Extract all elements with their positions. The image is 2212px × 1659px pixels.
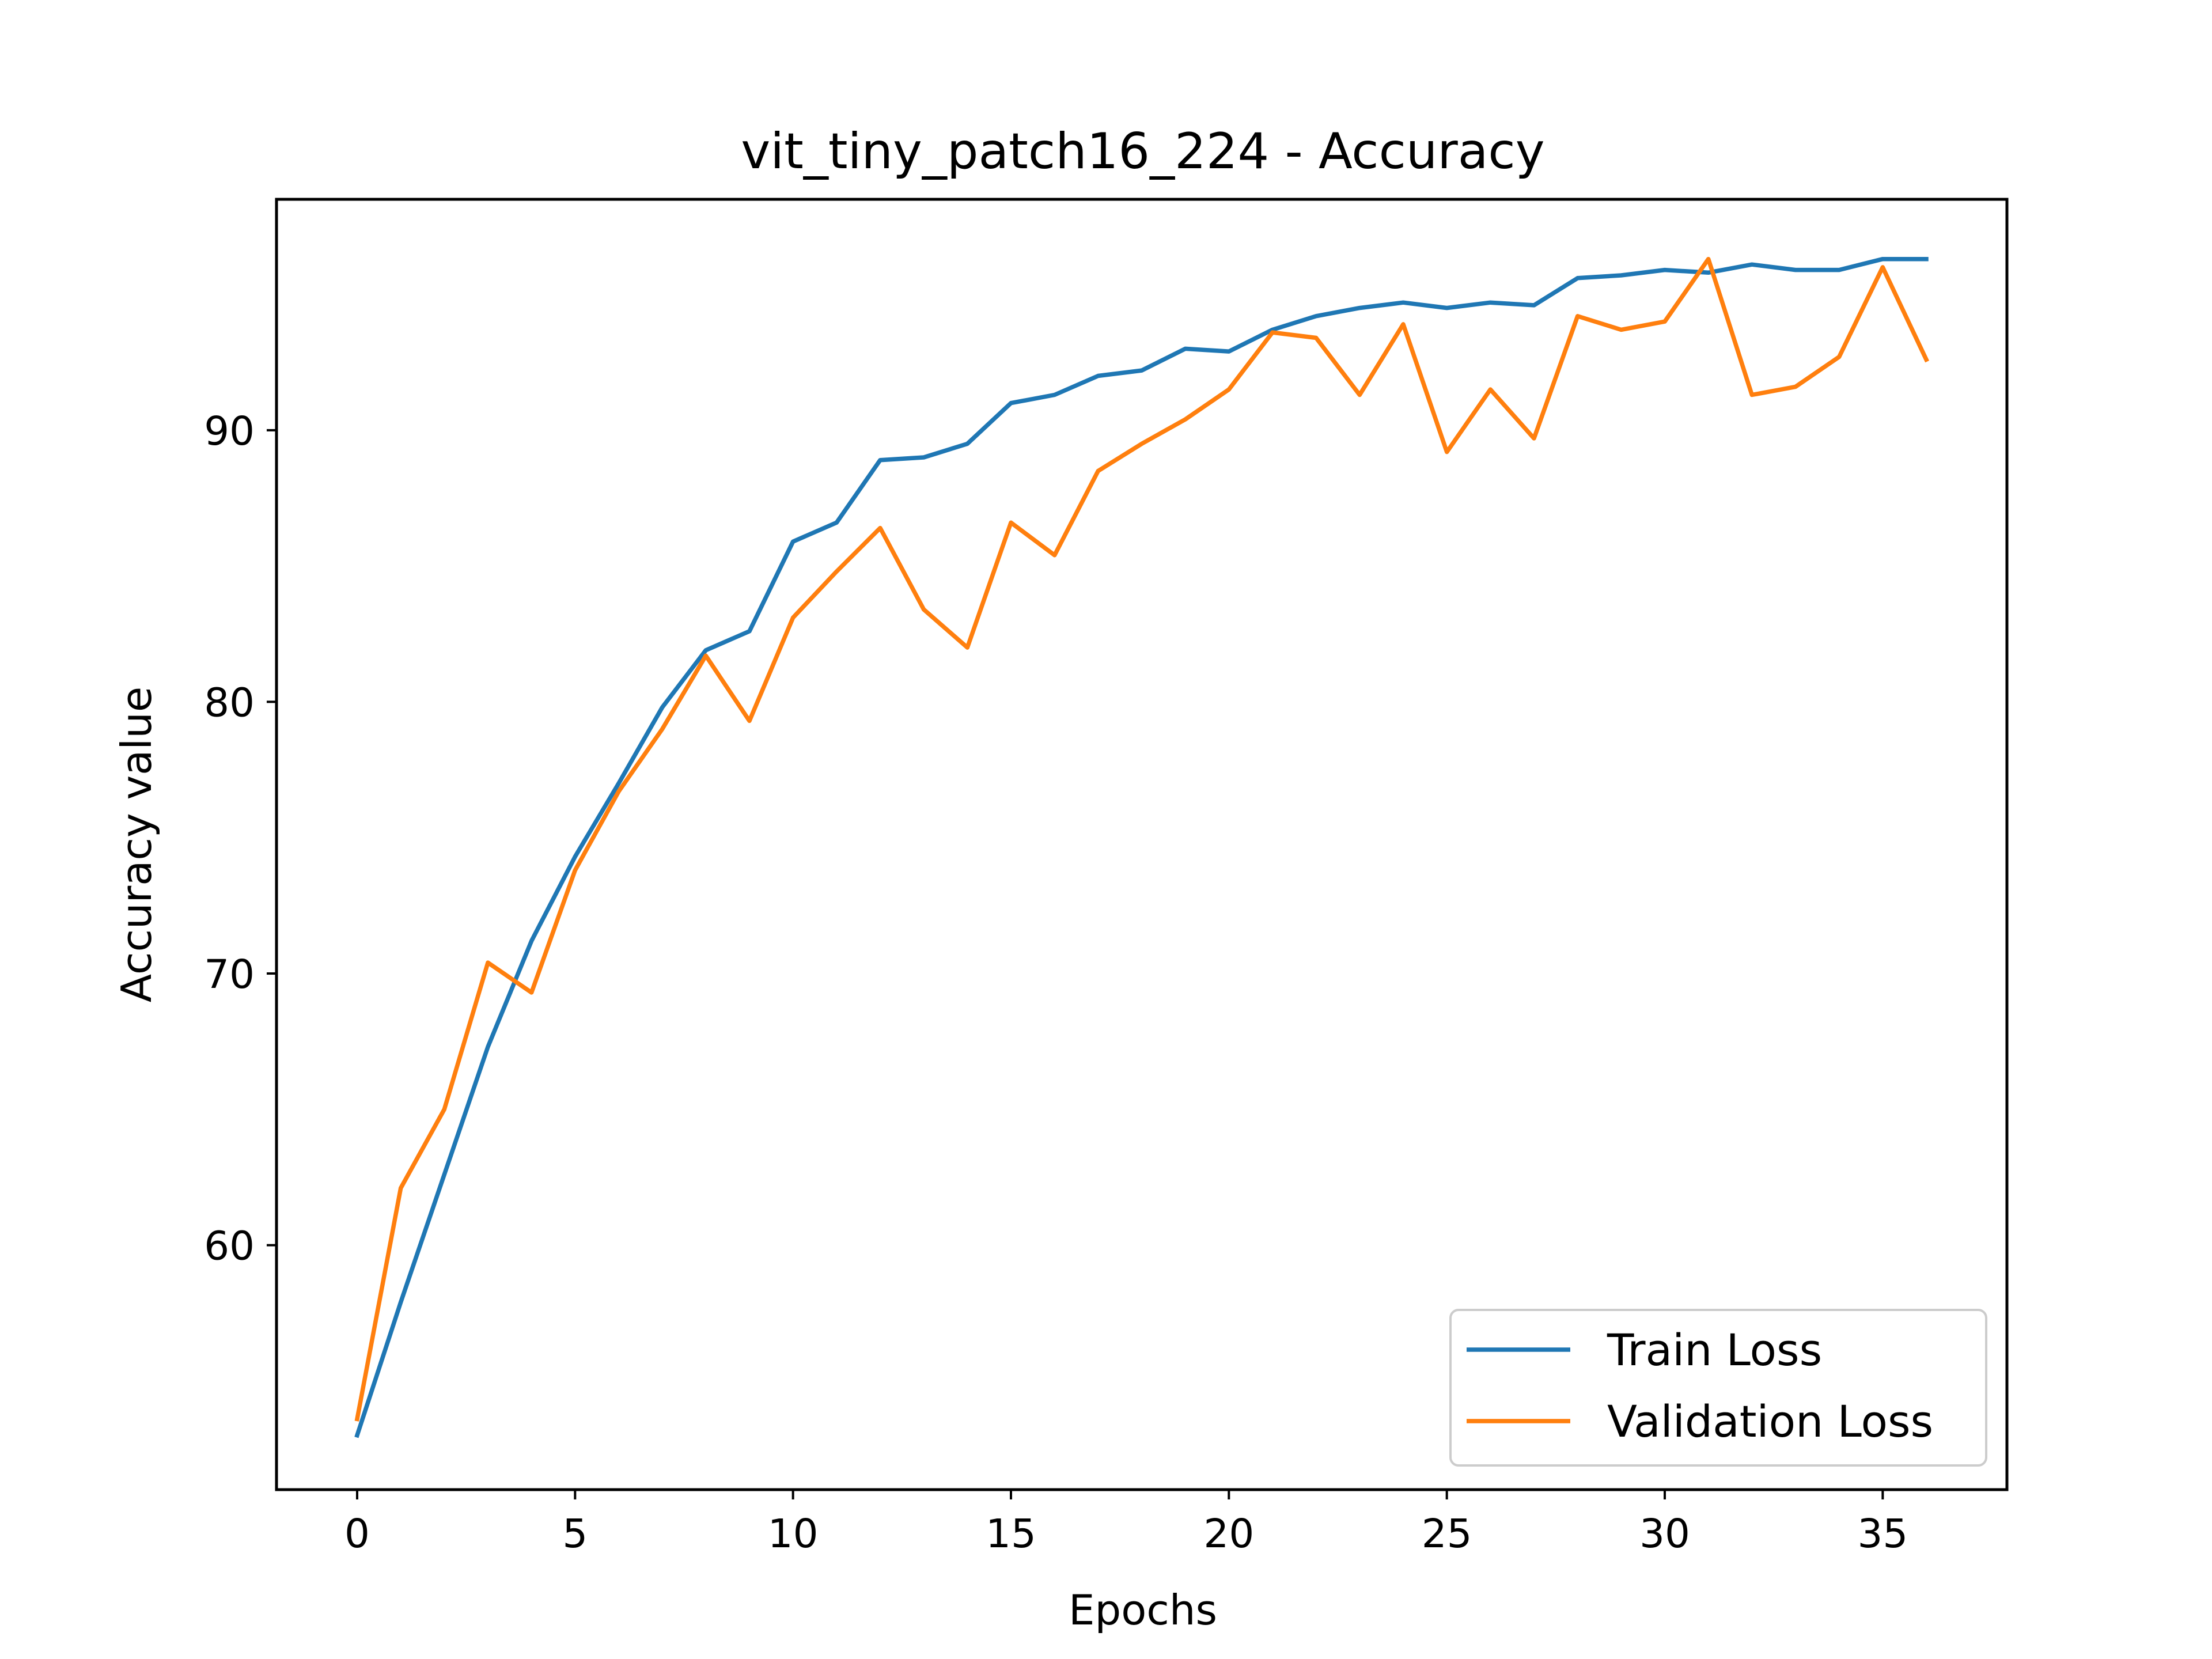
y-tick-label: 70: [204, 952, 255, 998]
x-tick-label: 35: [1857, 1511, 1908, 1557]
x-axis: 0 5 10 15 20 25 30 35: [344, 1490, 1908, 1557]
y-tick-label: 80: [204, 680, 255, 726]
chart-title: vit_tiny_patch16_224 - Accuracy: [741, 123, 1544, 180]
x-axis-label: Epochs: [1069, 1586, 1217, 1634]
series-line-0: [354, 256, 1929, 1438]
x-tick-label: 15: [986, 1511, 1036, 1557]
legend: Train Loss Validation Loss: [1449, 1309, 1987, 1467]
x-tick-label: 0: [344, 1511, 370, 1557]
y-axis-label: Accuracy value: [112, 687, 161, 1002]
y-tick-label: 60: [204, 1224, 255, 1270]
y-axis: 60 70 80 90: [204, 408, 276, 1270]
series-layer: [354, 256, 1929, 1438]
legend-label-0: Train Loss: [1607, 1324, 1822, 1376]
x-tick-label: 5: [562, 1511, 588, 1557]
x-tick-label: 20: [1203, 1511, 1254, 1557]
x-tick-label: 25: [1422, 1511, 1472, 1557]
series-line-1: [354, 256, 1929, 1422]
x-tick-label: 10: [768, 1511, 819, 1557]
x-tick-label: 30: [1639, 1511, 1690, 1557]
legend-label-1: Validation Loss: [1607, 1396, 1933, 1447]
plot-frame: [275, 198, 2009, 1491]
y-tick-label: 90: [204, 408, 255, 454]
legend-box: [1449, 1309, 1987, 1467]
